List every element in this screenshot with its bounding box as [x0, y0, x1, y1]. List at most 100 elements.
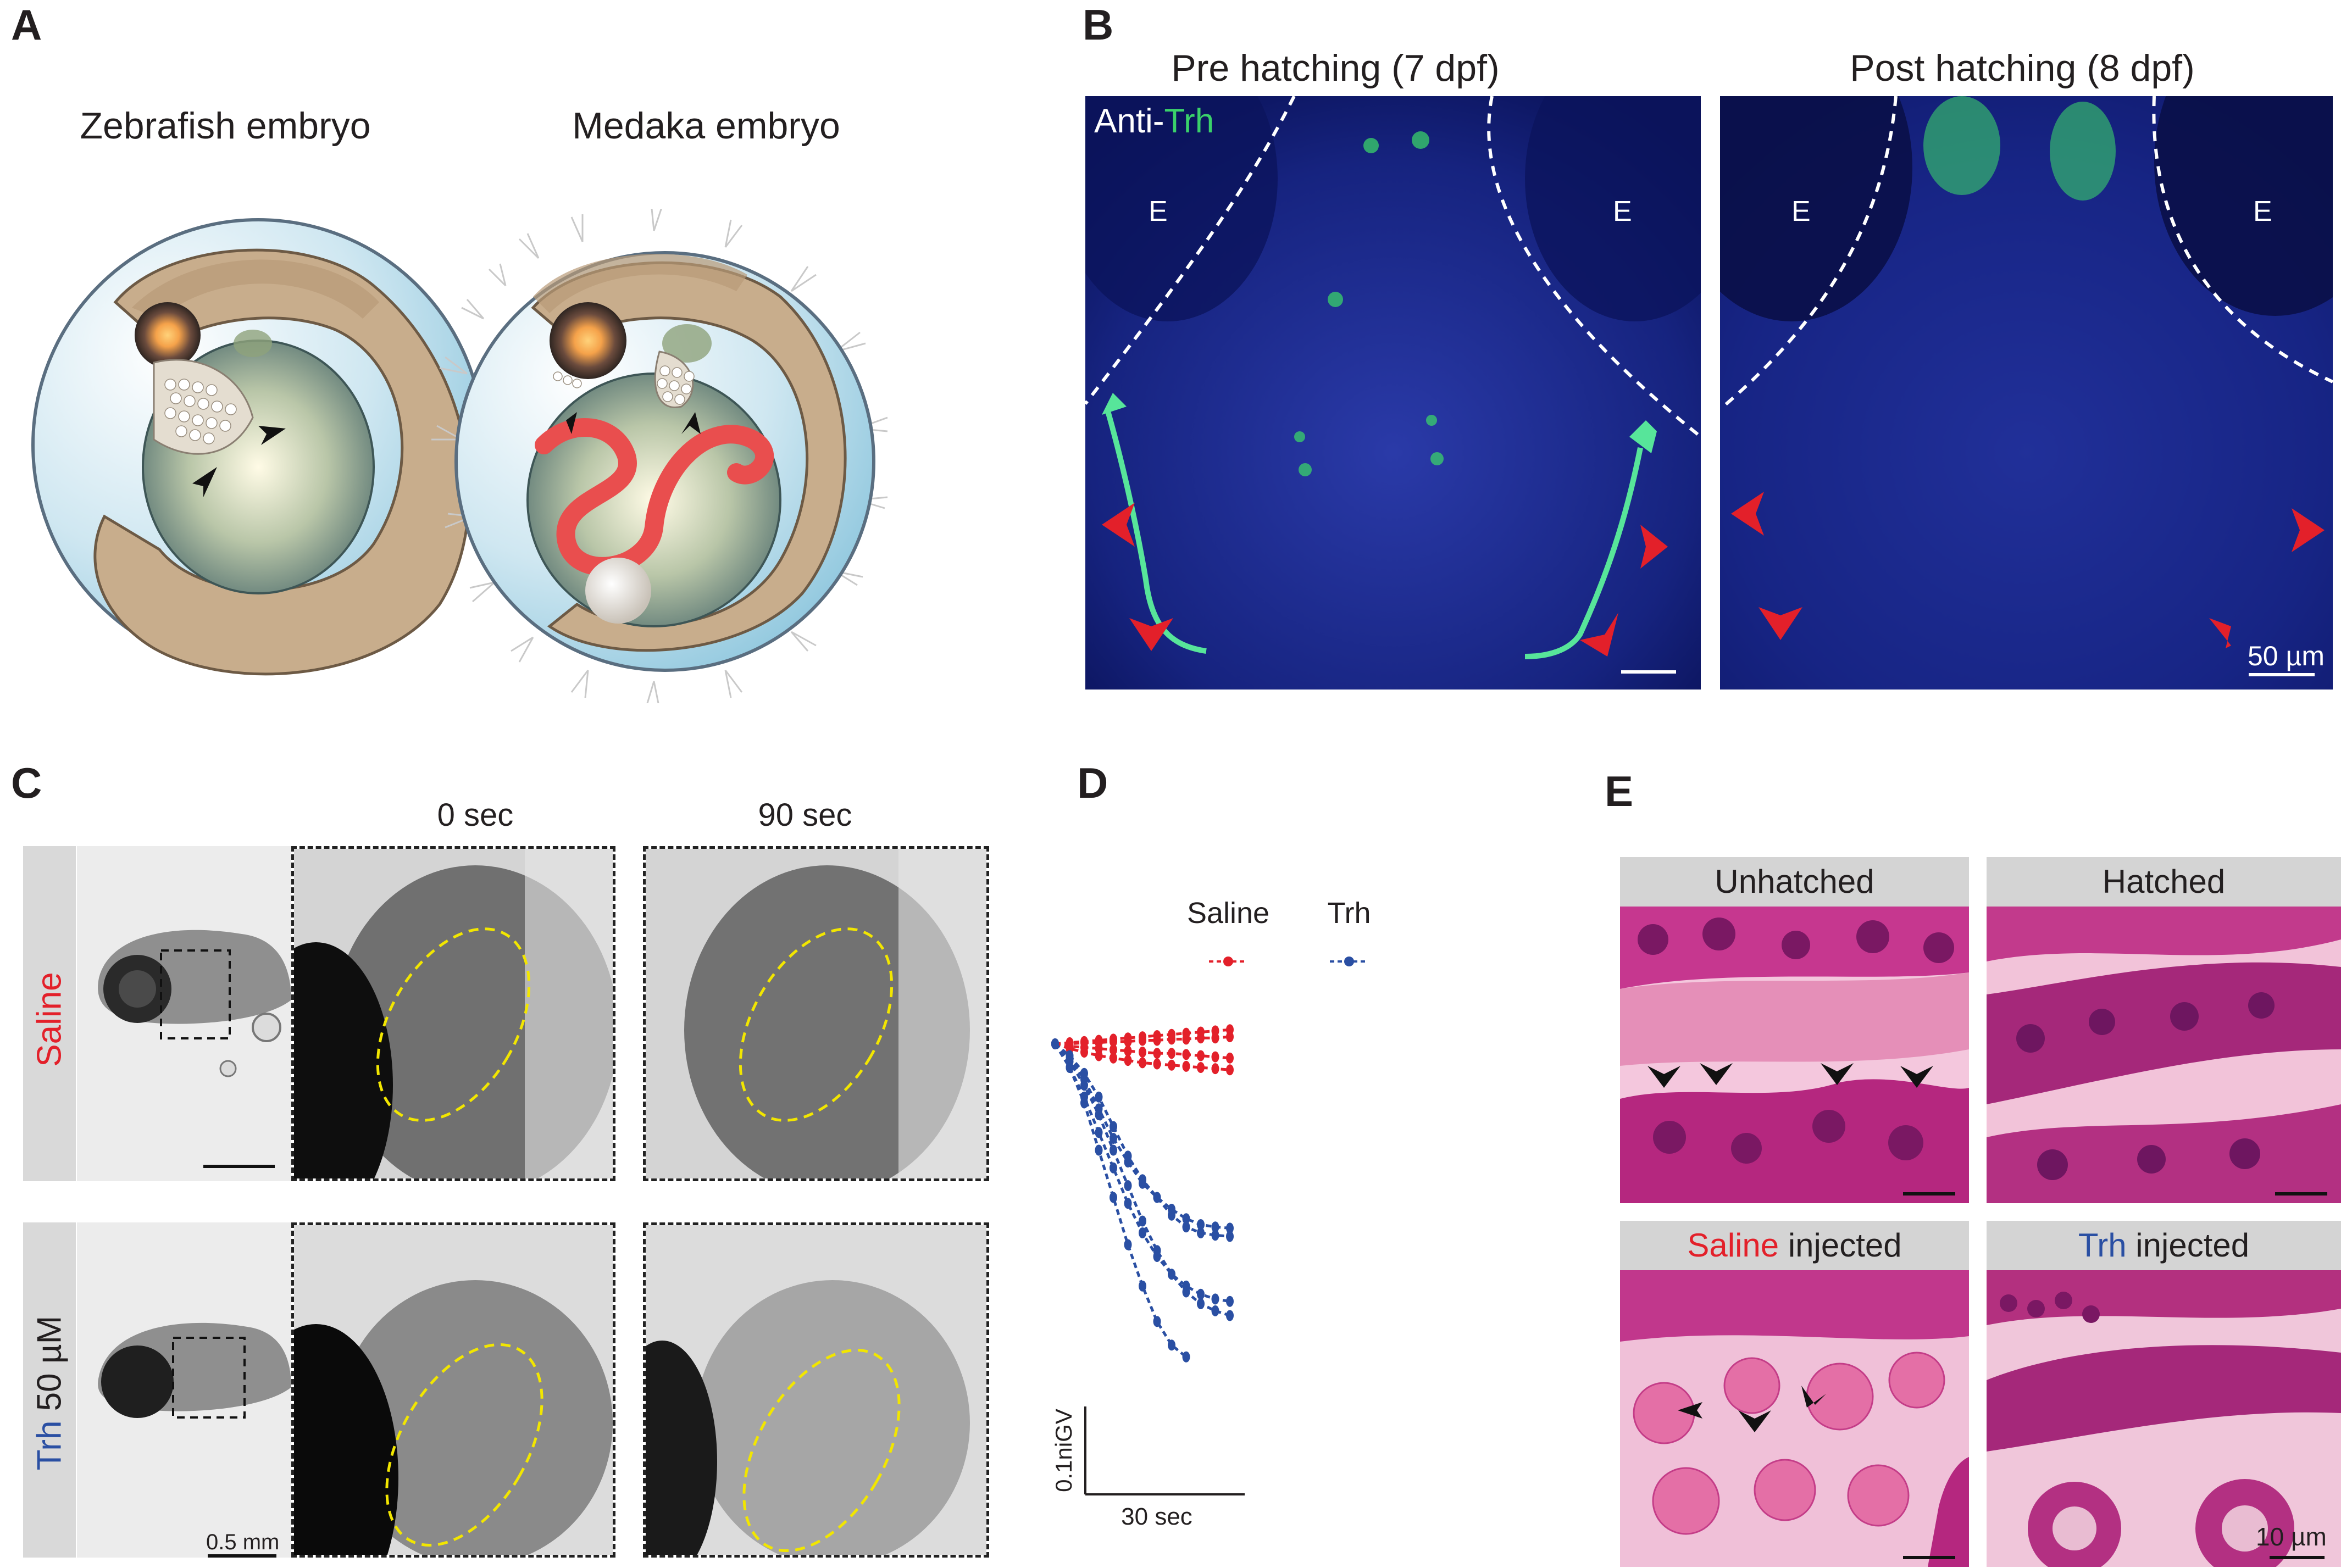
- chart-scale-bars: 0.1niGV 30 sec: [1051, 1406, 1245, 1530]
- saline-point-3-7: [1153, 1058, 1161, 1070]
- legend-trh-label: Trh: [1328, 897, 1371, 930]
- post-hatching-scale-bar: [2249, 673, 2315, 676]
- legend-trh-swatch-dot: [1344, 957, 1354, 966]
- eye-label-left: E: [1149, 196, 1168, 227]
- unhatched-histology-image: [1620, 907, 1969, 1203]
- panel-letter-a: A: [11, 1, 42, 49]
- saline-0sec-image: [294, 849, 613, 1178]
- trh-point-5-3: [1095, 1091, 1103, 1103]
- trh-injected-word: Trh: [2078, 1227, 2127, 1264]
- trh-larva-scale-bar: [208, 1554, 276, 1558]
- trh-point-5-8: [1168, 1209, 1175, 1221]
- trh-point-7-2: [1080, 1080, 1088, 1091]
- saline-point-1-11: [1211, 1032, 1219, 1044]
- saline-point-1-10: [1197, 1032, 1205, 1044]
- trh-point-5-4: [1110, 1121, 1117, 1132]
- saline-90sec-image: [646, 849, 986, 1178]
- saline-row-label-bar: [23, 846, 76, 1181]
- time-0-label: 0 sec: [437, 797, 514, 833]
- post-hatching-image: [1720, 96, 2333, 690]
- trh-point-6-4: [1110, 1162, 1117, 1174]
- hatched-histology: [1987, 907, 2341, 1203]
- saline-point-2-7: [1153, 1048, 1161, 1059]
- trh-point-8-3: [1095, 1144, 1103, 1156]
- trh-point-5-7: [1153, 1192, 1161, 1203]
- trh-point-7-5: [1124, 1180, 1132, 1191]
- trh-row-label: Trh 50 µM: [30, 1294, 69, 1492]
- trh-point-8-5: [1124, 1239, 1132, 1250]
- saline-point-2-5: [1124, 1045, 1132, 1057]
- saline-point-1-9: [1182, 1033, 1190, 1045]
- trh-point-6-11: [1211, 1293, 1219, 1305]
- trh-point-7-6: [1139, 1215, 1146, 1227]
- panel-letter-e: E: [1605, 767, 1634, 815]
- saline-point-3-8: [1168, 1059, 1175, 1071]
- trh-point-7-8: [1168, 1269, 1175, 1280]
- saline-point-1-12: [1226, 1031, 1234, 1043]
- anti-trh-stain-label: Anti-Trh: [1094, 102, 1214, 141]
- saline-point-1-6: [1139, 1035, 1146, 1046]
- saline-point-2-6: [1139, 1047, 1146, 1058]
- trh-larva-image: [77, 1222, 291, 1558]
- trh-point-6-10: [1197, 1288, 1205, 1300]
- trh-point-4-4: [1110, 1133, 1117, 1144]
- panel-letter-b: B: [1083, 1, 1114, 49]
- trh-point-5-10: [1197, 1227, 1205, 1238]
- unhatched-histology: [1620, 907, 1969, 1203]
- legend-saline-label: Saline: [1187, 897, 1269, 930]
- trh-point-8-6: [1139, 1280, 1146, 1292]
- saline-point-2-10: [1197, 1050, 1205, 1061]
- trh-point-4-12: [1226, 1222, 1234, 1234]
- saline-injected-histology-image: [1620, 1270, 1969, 1567]
- trh-point-4-11: [1211, 1221, 1219, 1233]
- saline-point-2-9: [1182, 1049, 1190, 1060]
- saline-injected-scale-bar: [1903, 1556, 1955, 1559]
- saline-injected-suffix: injected: [1779, 1227, 1902, 1264]
- embryo-illustrations: [31, 209, 888, 703]
- saline-point-3-2: [1080, 1047, 1088, 1058]
- trh-row-dose: 50 µM: [30, 1315, 69, 1421]
- trh-point-7-7: [1153, 1245, 1161, 1256]
- trh-point-8-7: [1153, 1316, 1161, 1327]
- trh-row-marker: Trh: [30, 1420, 69, 1471]
- saline-point-3-9: [1182, 1060, 1190, 1072]
- trh-0sec-panel: [291, 1222, 615, 1558]
- saline-point-3-12: [1226, 1064, 1234, 1076]
- trh-point-7-4: [1110, 1144, 1117, 1156]
- saline-point-3-3: [1095, 1050, 1103, 1061]
- saline-point-3-11: [1211, 1063, 1219, 1075]
- trh-point-8-8: [1168, 1339, 1175, 1351]
- saline-90sec-panel: [643, 846, 989, 1181]
- chart-legend: Saline Trh: [1187, 897, 1371, 966]
- hatched-header: Hatched: [1987, 857, 2341, 907]
- saline-point-1-4: [1110, 1036, 1117, 1047]
- panel-letter-d: D: [1077, 759, 1108, 807]
- saline-point-3-6: [1139, 1057, 1146, 1069]
- trh-90sec-image: [646, 1225, 986, 1555]
- trh-0sec-image: [294, 1225, 613, 1555]
- saline-row-label: Saline: [30, 972, 69, 1067]
- trh-point-7-3: [1095, 1109, 1103, 1120]
- trh-point-6-5: [1124, 1198, 1132, 1209]
- trh-whole-larva: 0.5 mm: [77, 1222, 291, 1558]
- eye-label-left-post: E: [1791, 196, 1811, 227]
- trh-point-5-5: [1124, 1150, 1132, 1162]
- trh-point-5-2: [1080, 1067, 1088, 1079]
- pre-hatching-micrograph: Anti-Trh E E: [1085, 96, 1701, 690]
- time-90-label: 90 sec: [758, 797, 852, 833]
- saline-0sec-panel: [291, 846, 615, 1181]
- trh-point-5-6: [1139, 1174, 1146, 1186]
- medaka-embryo-drawing: [431, 209, 888, 703]
- hatching-gland-volume-chart: Saline Trh 0.1niGV 30 sec: [1051, 897, 1371, 1530]
- trh-injected-suffix: injected: [2126, 1227, 2250, 1264]
- trh-injected-scale-label: 10 µm: [2256, 1522, 2327, 1551]
- saline-point-3-10: [1197, 1062, 1205, 1073]
- saline-point-2-8: [1168, 1048, 1175, 1059]
- eye-label-right: E: [1613, 196, 1632, 227]
- trh-point-4-9: [1182, 1213, 1190, 1225]
- trh-point-7-11: [1211, 1305, 1219, 1316]
- y-scale-label: 0.1niGV: [1051, 1409, 1077, 1492]
- trh-point-8-9: [1182, 1351, 1190, 1363]
- panel-letter-c: C: [11, 759, 42, 807]
- saline-injected-histology: [1620, 1270, 1969, 1567]
